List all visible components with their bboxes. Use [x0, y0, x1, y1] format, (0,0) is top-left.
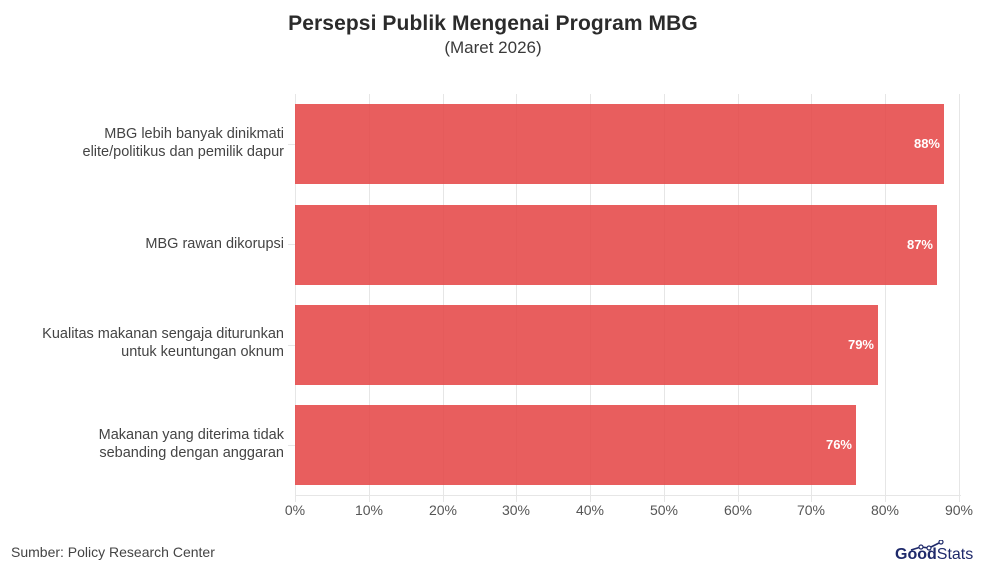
- goodstats-logo: GoodStats: [895, 540, 980, 566]
- gridline: [738, 94, 739, 502]
- category-tick: [288, 244, 295, 245]
- category-label: Makanan yang diterima tidak sebanding de…: [98, 427, 284, 461]
- gridline: [811, 94, 812, 502]
- bar-value-label: 76%: [825, 437, 852, 452]
- x-tick-label: 0%: [284, 502, 306, 518]
- x-tick-label: 40%: [575, 502, 605, 518]
- category-tick: [288, 144, 295, 145]
- bar: 76%: [295, 405, 856, 485]
- x-tick-label: 20%: [428, 502, 458, 518]
- plot-area: 88% 87% 79% 76%: [295, 94, 985, 502]
- bar-value-label: 87%: [906, 237, 933, 252]
- gridline: [590, 94, 591, 502]
- source-note: Sumber: Policy Research Center: [11, 544, 215, 560]
- bar-value-label: 79%: [847, 337, 874, 352]
- trend-line-icon: [910, 540, 944, 551]
- x-axis-line: [295, 495, 961, 496]
- category-label: MBG lebih banyak dinikmati elite/politik…: [82, 126, 285, 160]
- x-tick-label: 10%: [354, 502, 384, 518]
- x-tick-label: 90%: [944, 502, 974, 518]
- bar: 87%: [295, 205, 937, 285]
- bar-value-label: 88%: [913, 136, 940, 151]
- x-tick-label: 80%: [870, 502, 900, 518]
- bar: 88%: [295, 104, 944, 184]
- gridline: [369, 94, 370, 502]
- gridline: [885, 94, 886, 502]
- category-tick: [288, 445, 295, 446]
- x-tick-label: 30%: [501, 502, 531, 518]
- x-tick-label: 70%: [796, 502, 826, 518]
- chart-subtitle: (Maret 2026): [444, 38, 542, 57]
- category-label: Kualitas makanan sengaja diturunkan untu…: [42, 326, 284, 360]
- x-tick-label: 50%: [649, 502, 679, 518]
- x-tick-label: 60%: [723, 502, 753, 518]
- category-tick: [288, 345, 295, 346]
- gridline: [443, 94, 444, 502]
- category-label: MBG rawan dikorupsi: [145, 236, 284, 252]
- gridline: [959, 94, 960, 502]
- chart-title: Persepsi Publik Mengenai Program MBG: [288, 12, 698, 35]
- logo-text: GoodStats: [895, 546, 974, 563]
- bar: 79%: [295, 305, 878, 385]
- gridline: [295, 94, 296, 502]
- gridline: [516, 94, 517, 502]
- gridline: [664, 94, 665, 502]
